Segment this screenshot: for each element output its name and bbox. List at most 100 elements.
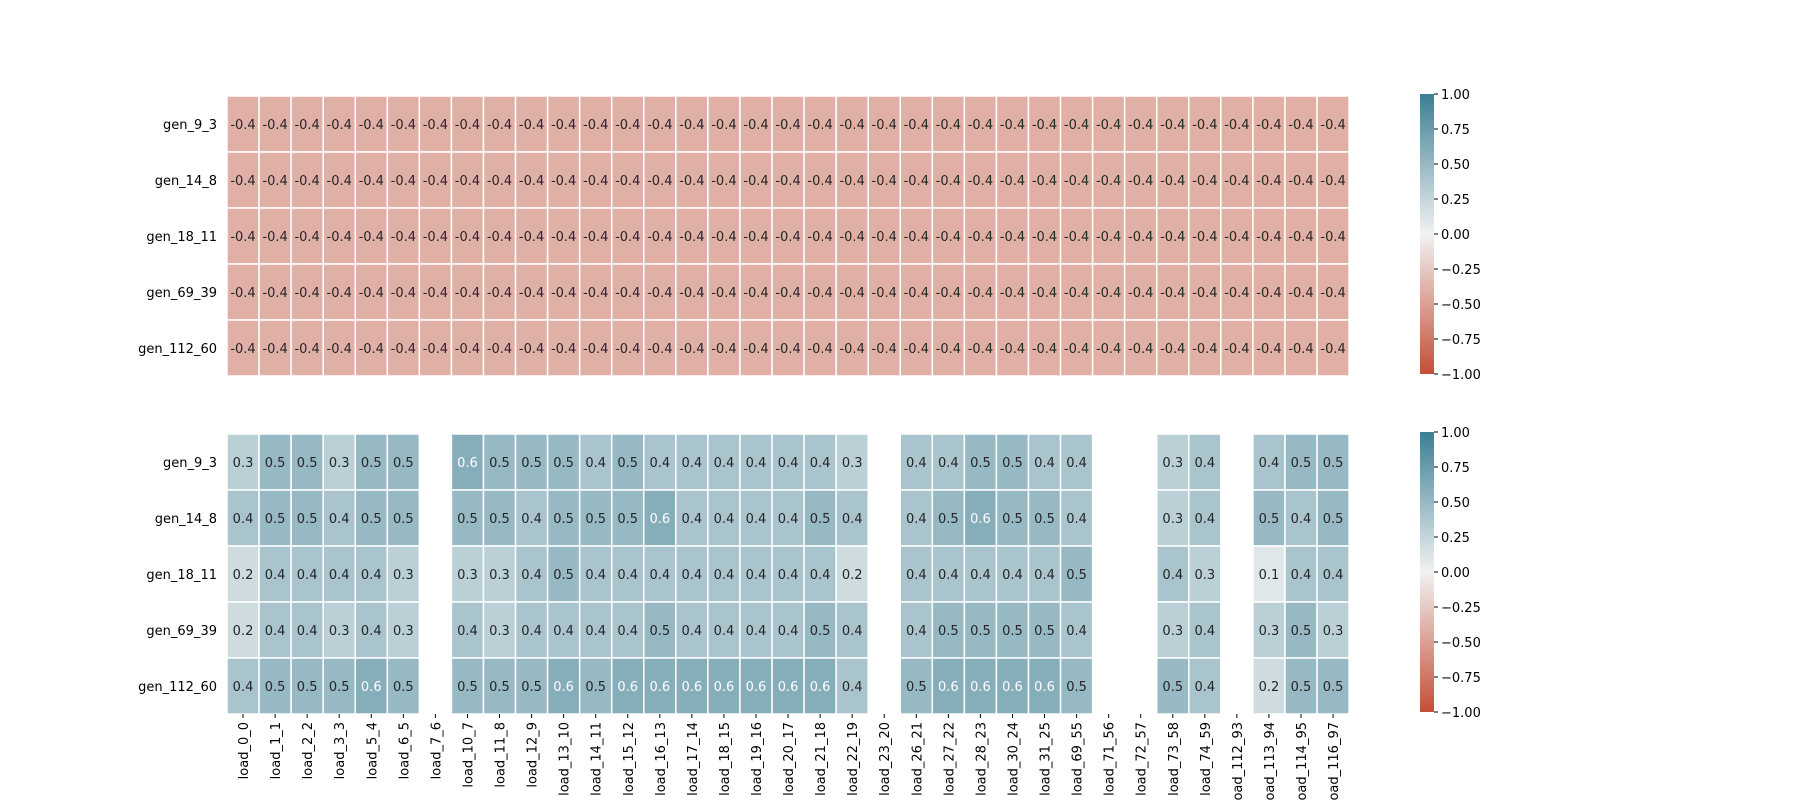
colorbar-tick-label: 0.25 <box>1441 531 1470 546</box>
cell-value-label: -0.4 <box>743 286 768 301</box>
cell-value-label: -0.4 <box>904 230 929 245</box>
cell-value-label: 0.5 <box>489 512 510 527</box>
heatmap-cell <box>643 657 677 715</box>
heatmap-cell <box>867 95 902 153</box>
heatmap-cell <box>1220 319 1254 377</box>
cell-value-label: -0.4 <box>1064 118 1089 133</box>
cell-value-label: 0.4 <box>1162 568 1183 583</box>
column-label: load_73_58 <box>1167 722 1182 796</box>
heatmap-cell <box>290 489 324 547</box>
cell-value-label: 0.5 <box>1066 680 1087 695</box>
heatmap-cell <box>258 151 292 209</box>
cell-value-label: 0.5 <box>938 624 959 639</box>
colorbar-tick-label: 0.25 <box>1441 193 1470 208</box>
heatmap-cell <box>1123 263 1158 321</box>
colorbar-tick-label: −0.75 <box>1441 671 1481 686</box>
heatmap-cell <box>1284 263 1318 321</box>
colorbar-tick-label: 0.75 <box>1441 461 1470 476</box>
heatmap-cell <box>899 489 934 547</box>
colorbar-tick-label: −1.00 <box>1441 368 1481 383</box>
heatmap-cell <box>803 207 837 265</box>
cell-value-label: 0.3 <box>1194 568 1215 583</box>
cell-value-label: -0.4 <box>711 174 736 189</box>
cell-value-label: -0.4 <box>391 230 416 245</box>
heatmap-cell <box>931 263 966 321</box>
cell-value-label: 0.3 <box>489 568 510 583</box>
heatmap-cell <box>1027 263 1062 321</box>
colorbar-tick-label: −1.00 <box>1441 706 1481 721</box>
column-label: load_0_0 <box>237 722 252 779</box>
row-label: gen_9_3 <box>163 456 217 471</box>
cell-value-label: 0.4 <box>233 512 254 527</box>
heatmap-cell <box>1155 545 1190 603</box>
heatmap-cell <box>1027 319 1062 377</box>
cell-value-label: 0.4 <box>682 456 703 471</box>
heatmap-cell <box>418 151 453 209</box>
cell-value-label: -0.4 <box>262 174 287 189</box>
cell-value-label: -0.4 <box>1192 174 1217 189</box>
cell-value-label: -0.4 <box>1320 230 1345 245</box>
cell-value-label: -0.4 <box>391 342 416 357</box>
cell-value-label: -0.4 <box>1288 286 1313 301</box>
heatmap-cell <box>450 601 485 659</box>
cell-value-label: -0.4 <box>647 286 672 301</box>
cell-value-label: 0.5 <box>265 680 286 695</box>
heatmap-cell <box>226 95 260 153</box>
heatmap-cell <box>963 489 998 547</box>
cell-value-label: -0.4 <box>615 230 640 245</box>
column-label: load_7_6 <box>429 722 444 779</box>
heatmap-cell <box>1252 657 1286 715</box>
heatmap-cell <box>739 489 773 547</box>
heatmap-cell <box>995 207 1030 265</box>
cell-value-label: 0.4 <box>1259 456 1280 471</box>
heatmap-cell <box>1220 151 1254 209</box>
cell-value-label: -0.4 <box>487 230 512 245</box>
column-label: load_18_15 <box>718 722 733 796</box>
cell-value-label: -0.4 <box>936 118 961 133</box>
column-label: load_12_9 <box>526 722 541 788</box>
cell-value-label: -0.4 <box>647 174 672 189</box>
cell-value-label: 0.4 <box>617 568 638 583</box>
cell-value-label: 0.4 <box>585 624 606 639</box>
cell-value-label: -0.4 <box>711 286 736 301</box>
column-label: load_14_11 <box>590 722 605 796</box>
heatmap-cell <box>739 207 773 265</box>
cell-value-label: -0.4 <box>1000 118 1025 133</box>
cell-value-label: 0.5 <box>393 456 414 471</box>
cell-value-label: -0.4 <box>583 342 608 357</box>
colorbar-tick-label: −0.50 <box>1441 636 1481 651</box>
heatmap-cell <box>675 489 709 547</box>
cell-value-label: -0.4 <box>872 342 897 357</box>
cell-value-label: 0.3 <box>1259 624 1280 639</box>
cell-value-label: -0.4 <box>679 342 704 357</box>
cell-value-label: -0.4 <box>359 286 384 301</box>
cell-value-label: -0.4 <box>1256 118 1281 133</box>
heatmap-cell <box>771 207 805 265</box>
cell-value-label: 0.5 <box>489 680 510 695</box>
cell-value-label: 0.5 <box>649 624 670 639</box>
heatmap-cell <box>450 433 485 491</box>
cell-value-label: -0.4 <box>583 174 608 189</box>
cell-value-label: -0.4 <box>1160 118 1185 133</box>
column-label: load_71_56 <box>1103 722 1118 796</box>
heatmap-cell <box>1316 601 1350 659</box>
cell-value-label: 0.4 <box>361 568 382 583</box>
cell-value-label: 0.4 <box>906 568 927 583</box>
cell-value-label: 0.4 <box>553 624 574 639</box>
heatmap-cell <box>258 545 292 603</box>
column-label: load_1_1 <box>269 722 284 779</box>
heatmap-cell <box>771 489 805 547</box>
heatmap-cell <box>643 433 677 491</box>
cell-value-label: -0.4 <box>615 174 640 189</box>
heatmap-cell <box>226 489 260 547</box>
heatmap-cell <box>450 489 485 547</box>
heatmap-cell <box>803 95 837 153</box>
heatmap-cell <box>867 319 902 377</box>
colorbar-gradient <box>1420 94 1434 374</box>
cell-value-label: 0.5 <box>457 680 478 695</box>
cell-value-label: -0.4 <box>1288 342 1313 357</box>
cell-value-label: 0.6 <box>970 512 991 527</box>
cell-value-label: -0.4 <box>1032 230 1057 245</box>
cell-value-label: 0.3 <box>489 624 510 639</box>
